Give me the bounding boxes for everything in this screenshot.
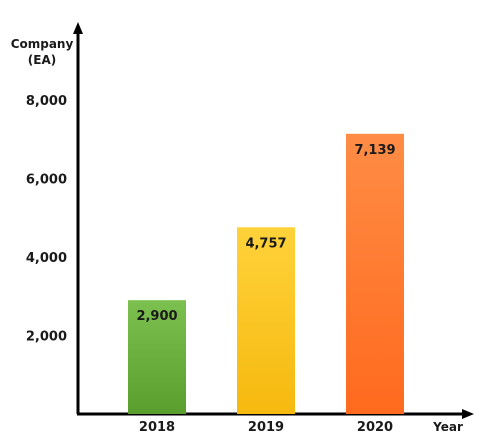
x-tick-label-2019: 2019 (248, 420, 284, 435)
value-labels: 2,900 4,757 7,139 (136, 143, 395, 324)
y-tick-label: 8,000 (26, 94, 67, 109)
y-tick-labels: 2,000 4,000 6,000 8,000 (26, 94, 67, 345)
x-tick-labels: 2018 2019 2020 (139, 420, 393, 435)
bars (128, 133, 404, 414)
value-label-2018: 2,900 (136, 309, 177, 324)
y-tick-label: 6,000 (26, 173, 67, 188)
x-axis-title: Year (432, 420, 463, 434)
y-axis-arrow (73, 22, 83, 34)
value-label-2019: 4,757 (245, 236, 286, 251)
y-axis-title-line1: Company (11, 37, 74, 51)
x-axis-arrow (462, 409, 474, 419)
bar-2018 (128, 300, 186, 414)
value-label-2020: 7,139 (354, 143, 395, 158)
bar-2020 (346, 133, 404, 414)
bar-2019 (237, 227, 295, 414)
y-tick-label: 4,000 (26, 251, 67, 266)
x-tick-label-2020: 2020 (357, 420, 393, 435)
x-tick-label-2018: 2018 (139, 420, 175, 435)
y-axis-title-line2: (EA) (28, 53, 56, 67)
y-tick-label: 2,000 (26, 330, 67, 345)
